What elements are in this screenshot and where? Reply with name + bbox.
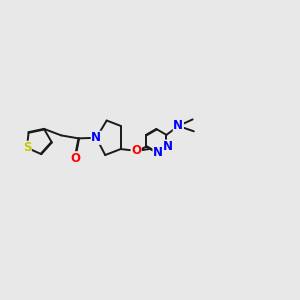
Text: N: N — [153, 146, 163, 159]
Text: N: N — [91, 131, 101, 144]
Text: O: O — [131, 144, 141, 157]
Text: N: N — [163, 140, 173, 153]
Text: S: S — [23, 141, 31, 154]
Text: N: N — [173, 119, 183, 133]
Text: O: O — [70, 152, 80, 165]
